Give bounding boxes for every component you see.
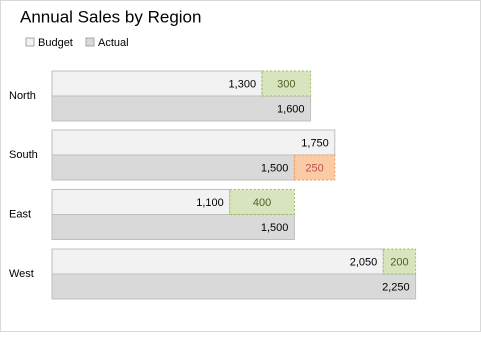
bar (51, 70, 263, 97)
variance-label: 300 (277, 78, 295, 90)
value-label: 2,250 (382, 281, 410, 293)
value-label: 1,750 (301, 137, 329, 149)
bar (51, 214, 295, 240)
legend-label: Actual (98, 37, 129, 49)
y-tick-label: West (9, 268, 34, 280)
value-label: 1,500 (261, 162, 289, 174)
bar (51, 129, 336, 156)
chart-title: Annual Sales by Region (20, 7, 201, 26)
value-label: 2,050 (350, 256, 378, 268)
variance-label: 200 (390, 256, 408, 268)
value-label: 1,600 (277, 103, 305, 115)
bar (51, 273, 417, 300)
legend-swatch (25, 37, 35, 47)
variance-bar (293, 154, 336, 181)
y-tick-label: North (9, 90, 36, 102)
variance-label: 250 (305, 162, 323, 174)
bar (51, 95, 312, 122)
variance-bar (382, 248, 417, 275)
bar (51, 154, 295, 181)
value-label: 1,500 (261, 222, 289, 234)
y-tick-label: South (9, 149, 38, 161)
value-label: 1,100 (196, 197, 224, 209)
y-tick-label: East (9, 208, 31, 220)
variance-bar (229, 189, 295, 215)
value-label: 1,300 (229, 78, 257, 90)
legend-swatch (85, 37, 95, 47)
bar (51, 248, 384, 275)
variance-label: 400 (253, 197, 271, 209)
variance-bar (261, 70, 312, 97)
legend-label: Budget (38, 37, 73, 49)
